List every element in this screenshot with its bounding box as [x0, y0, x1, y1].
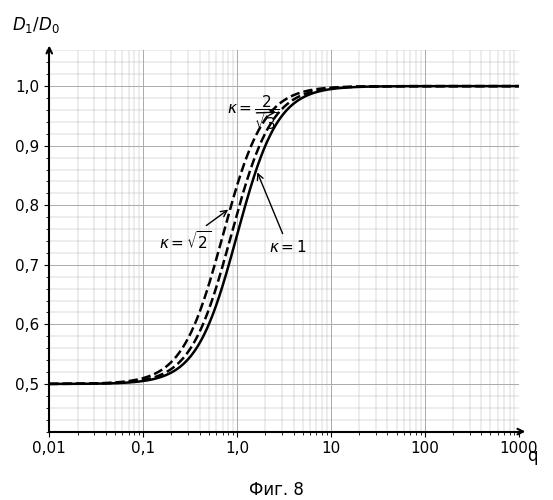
Text: $\kappa = 1$: $\kappa = 1$ — [257, 174, 307, 255]
Text: $\kappa = \dfrac{2}{\sqrt{3}}$: $\kappa = \dfrac{2}{\sqrt{3}}$ — [227, 94, 280, 132]
Text: Фиг. 8: Фиг. 8 — [249, 481, 304, 499]
Text: $D_1/D_0$: $D_1/D_0$ — [12, 15, 59, 35]
Text: $\kappa = \sqrt{2}$: $\kappa = \sqrt{2}$ — [159, 210, 227, 252]
X-axis label: q: q — [528, 447, 538, 465]
